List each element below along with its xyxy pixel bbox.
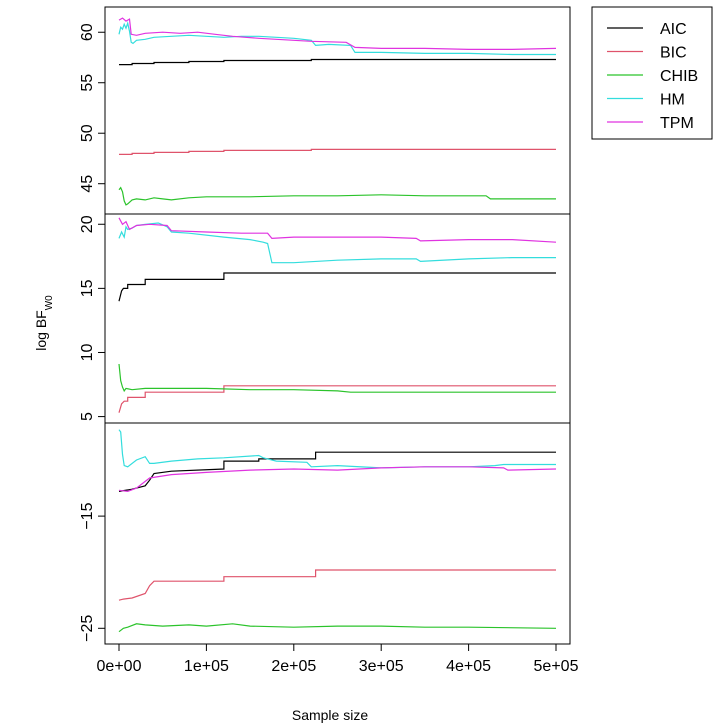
series-line-tpm [118, 466, 557, 493]
y-tick-label: 20 [79, 215, 96, 233]
x-tick-label: 4e+05 [446, 658, 491, 675]
series-line-bic [118, 569, 556, 601]
y-tick-label: 15 [79, 279, 96, 297]
series-line-hm [118, 222, 556, 264]
panel-1: 45 50 55 60 [79, 6, 571, 215]
x-tick-label: 0e+00 [97, 658, 142, 675]
y-tick-label: 50 [79, 124, 96, 142]
x-tick-label: 2e+05 [271, 658, 316, 675]
legend: AIC BIC CHIB HM TPM [591, 6, 713, 140]
y-tick-label: −25 [79, 615, 96, 642]
x-axis: 0e+00 1e+05 2e+05 3e+05 4e+05 5e+05 [97, 643, 579, 675]
legend-label-bic: BIC [660, 45, 687, 62]
panel-series-2 [118, 217, 557, 413]
y-tick-label: 55 [79, 74, 96, 92]
series-line-aic [119, 58, 556, 66]
series-line-aic [118, 272, 556, 302]
panel-series-3 [118, 429, 557, 633]
x-tick-label: 1e+05 [184, 658, 229, 675]
legend-box [591, 6, 713, 140]
y-axis-label-main: log BF [33, 310, 49, 350]
x-tick-label: 5e+05 [534, 658, 579, 675]
series-line-chib [118, 363, 556, 393]
x-axis-label: Sample size [292, 707, 368, 723]
panel-3: −25 −15 [79, 422, 571, 645]
series-line-tpm [118, 17, 557, 50]
y-axis-label-subscript: W0 [44, 295, 55, 310]
legend-label-tpm: TPM [660, 115, 694, 132]
legend-label-chib: CHIB [660, 68, 698, 85]
legend-label-aic: AIC [660, 21, 687, 38]
y-axis-label: log BFW0 [33, 295, 55, 351]
series-line-bic [119, 148, 556, 155]
series-line-chib [118, 623, 557, 633]
legend-label-hm: HM [660, 92, 685, 109]
panel-series-1 [118, 17, 557, 206]
x-tick-label: 3e+05 [359, 658, 404, 675]
plot-panels: 45 50 55 60 5 10 15 20 −25 −15 [79, 6, 571, 645]
y-tick-label: 10 [79, 344, 96, 362]
y-tick-label: 45 [79, 175, 96, 193]
series-line-chib [118, 186, 556, 206]
y-tick-label: 60 [79, 23, 96, 41]
series-line-hm [118, 20, 556, 56]
series-line-tpm [118, 217, 557, 243]
y-tick-label: 5 [79, 412, 96, 421]
series-line-aic [118, 451, 556, 492]
y-tick-label: −15 [79, 502, 96, 529]
